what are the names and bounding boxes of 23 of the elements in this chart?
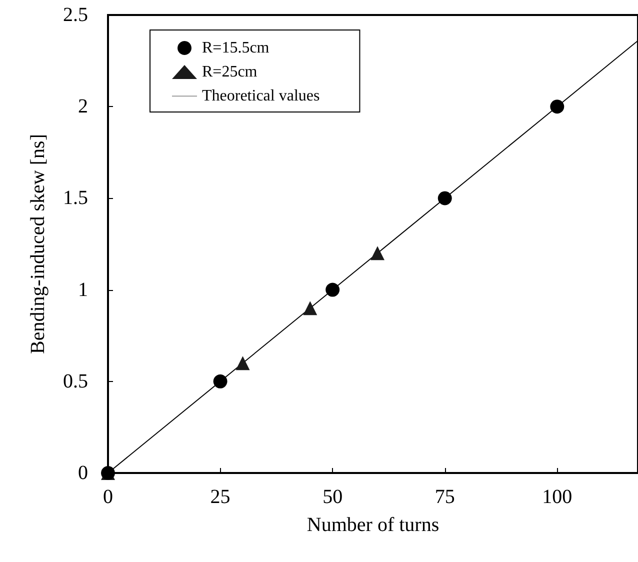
x-tick-label: 0 <box>103 486 113 508</box>
y-tick-label: 1 <box>78 278 88 301</box>
point <box>438 191 452 206</box>
y-tick-label: 1.5 <box>63 187 88 210</box>
y-axis-title: Bending-induced skew [ns] <box>27 134 49 354</box>
x-tick-label: 50 <box>322 486 343 508</box>
legend-label: Theoretical values <box>202 88 320 104</box>
x-tick-label: 100 <box>542 486 572 508</box>
legend-label: R=15.5cm <box>202 40 270 56</box>
x-tick-label: 25 <box>210 486 230 508</box>
y-tick-label: 0.5 <box>63 370 88 392</box>
x-tick-label: 75 <box>434 486 455 508</box>
point <box>370 246 384 260</box>
point <box>213 374 228 388</box>
point <box>550 100 564 114</box>
x-axis-title: Number of turns <box>306 514 440 536</box>
y-tick-label: 2.5 <box>63 4 88 26</box>
legend-label: R=25cm <box>202 64 258 80</box>
point <box>236 356 250 370</box>
point <box>303 301 318 316</box>
y-tick-label: 0 <box>78 462 88 484</box>
point <box>326 282 340 297</box>
y-tick-label: 2 <box>78 96 88 118</box>
